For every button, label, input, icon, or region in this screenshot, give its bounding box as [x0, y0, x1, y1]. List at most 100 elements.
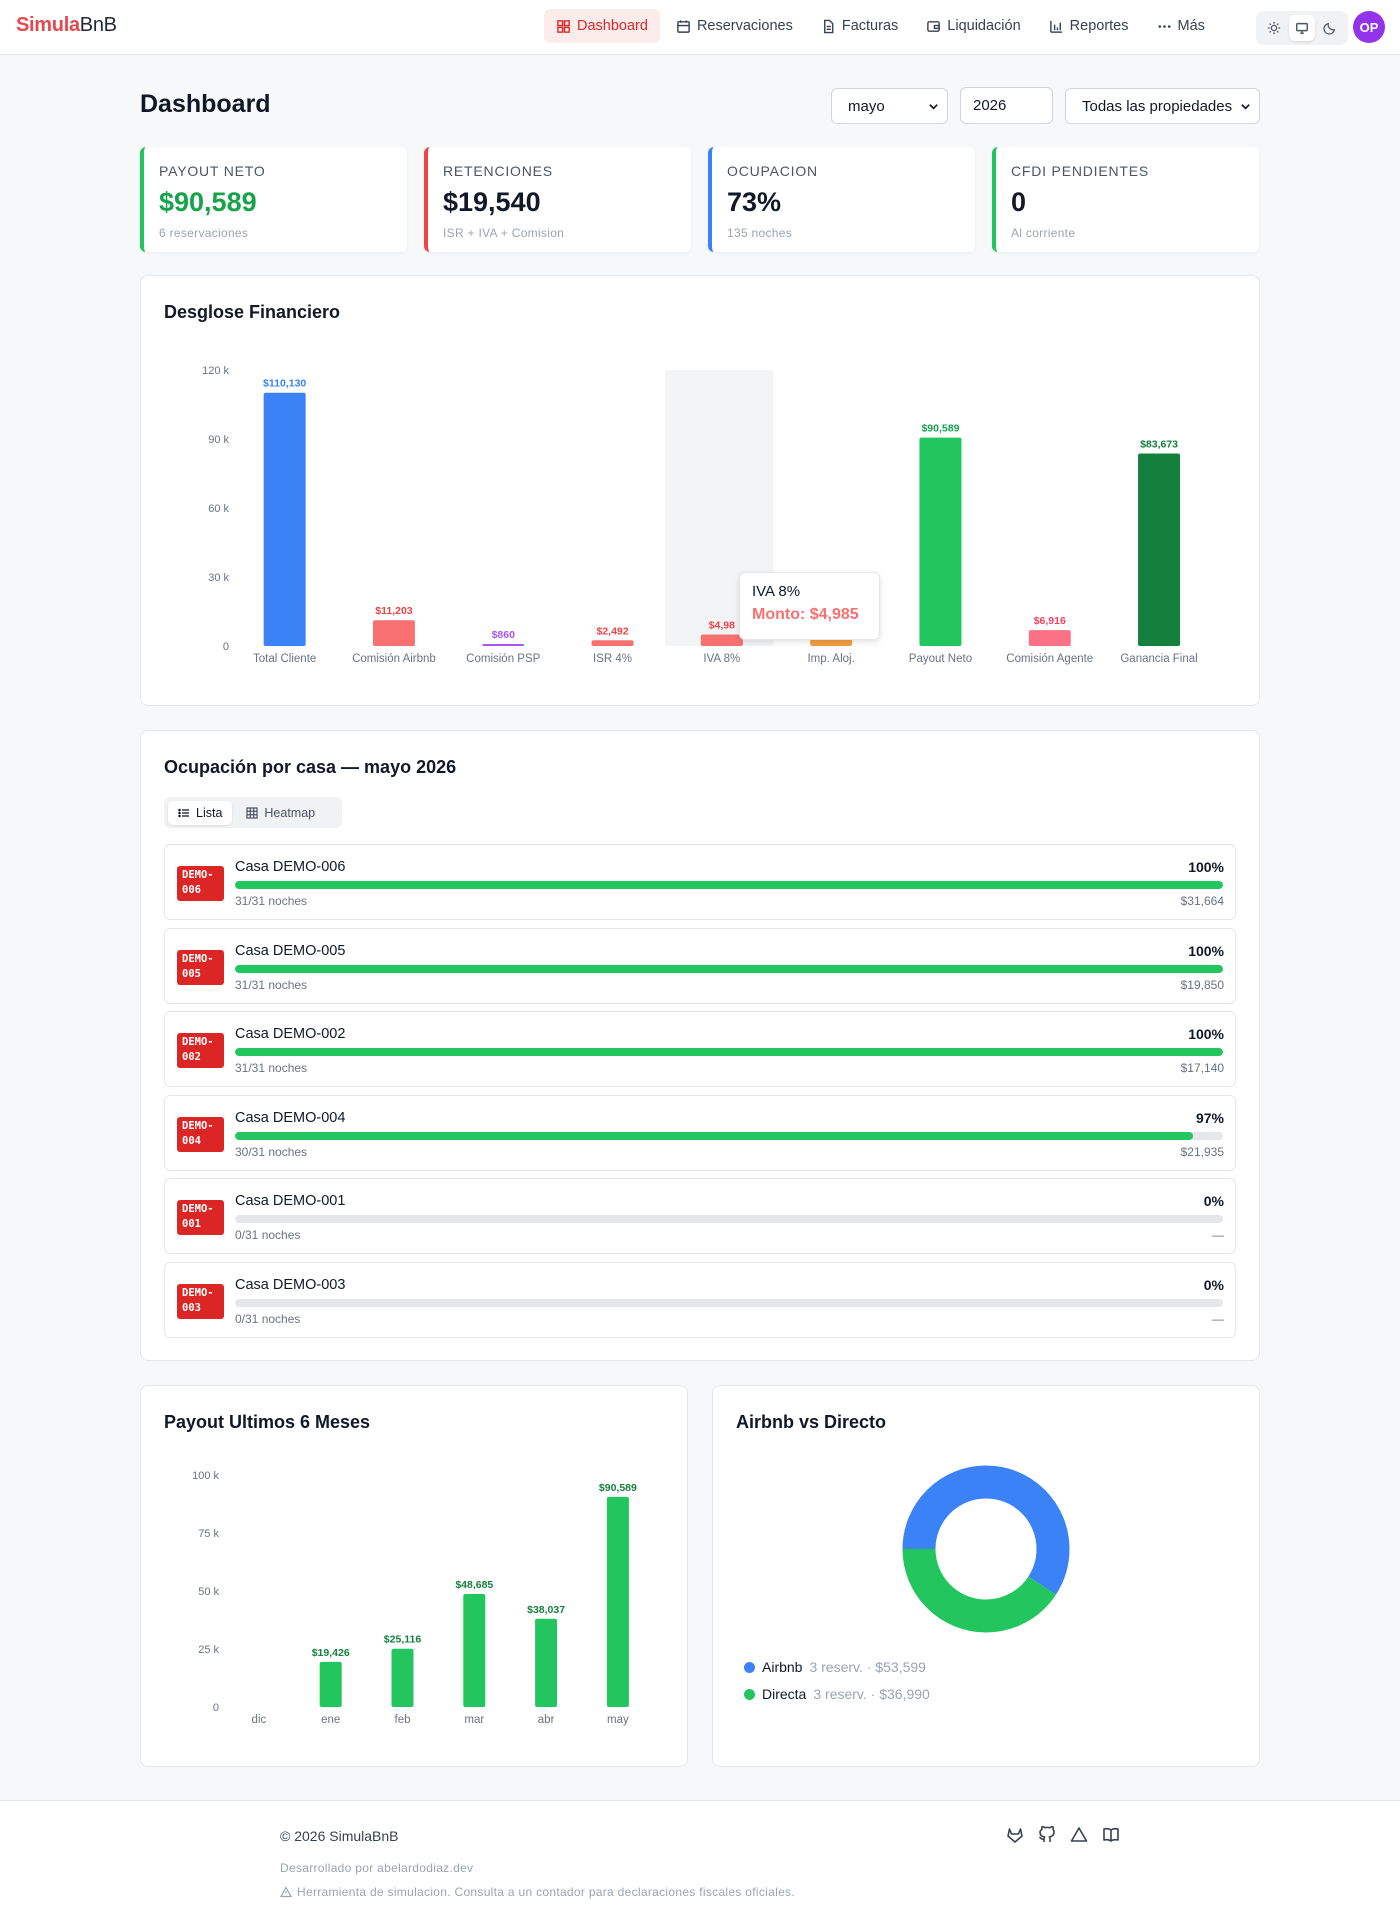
nav-reservaciones[interactable]: Reservaciones	[664, 9, 805, 43]
occupancy-percent: 0%	[1203, 1193, 1224, 1210]
tab-label: Heatmap	[264, 805, 316, 820]
bar	[591, 640, 634, 646]
month-select[interactable]: mayo	[831, 88, 948, 124]
x-tick-label: Comisión Airbnb	[352, 653, 436, 665]
kpi-sub: ISR + IVA + Comision	[443, 226, 565, 240]
nav-liquidacion[interactable]: Liquidación	[914, 9, 1032, 43]
bar	[700, 634, 743, 646]
property-badge: DEMO- 001	[177, 1200, 224, 1236]
occupancy-bar-fill	[235, 964, 1223, 973]
occupancy-amount: $31,664	[1180, 894, 1224, 908]
badge-line: 005	[182, 967, 201, 980]
data-label: $38,037	[527, 1604, 565, 1616]
tooltip-value: Monto: $4,985	[752, 606, 859, 623]
main-nav: Dashboard Reservaciones Facturas Liquida…	[544, 9, 1217, 43]
x-tick-label: Comisión Agente	[1006, 653, 1093, 665]
occupancy-bar	[235, 1131, 1223, 1140]
monitor-icon	[1296, 22, 1308, 34]
chart-tooltip: IVA 8% Monto: $4,985	[739, 572, 880, 640]
legend-airbnb: Airbnb 3 reserv. · $53,599	[744, 1659, 926, 1675]
bar	[391, 1648, 414, 1707]
top-bar: SimulaBnB Dashboard Reservaciones Factur…	[0, 0, 1400, 55]
x-tick-label: ISR 4%	[593, 653, 632, 665]
y-tick-label: 30 k	[208, 572, 229, 584]
light-theme-button[interactable]	[1261, 15, 1287, 41]
occupancy-row[interactable]: DEMO- 002 Casa DEMO-002 100% 31/31 noches…	[164, 1011, 1236, 1088]
footer: © 2026 SimulaBnB Desarrollado por abelar…	[0, 1800, 1400, 1917]
y-tick-label: 60 k	[208, 503, 229, 515]
user-avatar[interactable]: OP	[1353, 11, 1385, 43]
property-name: Casa DEMO-001	[235, 1193, 346, 1210]
view-tabs: Lista Heatmap	[164, 797, 342, 828]
nav-label: Más	[1177, 18, 1205, 34]
occupancy-row[interactable]: DEMO- 003 Casa DEMO-003 0% 0/31 noches —	[164, 1262, 1236, 1338]
badge-line: DEMO-	[182, 1287, 214, 1299]
occupancy-bar-fill	[235, 1131, 1194, 1140]
year-input[interactable]: 2026	[960, 87, 1053, 124]
channels-title: Airbnb vs Directo	[736, 1412, 887, 1432]
badge-line: DEMO-	[182, 869, 214, 881]
occupancy-percent: 100%	[1188, 942, 1224, 959]
warning-icon	[280, 1886, 292, 1898]
system-theme-button[interactable]	[1289, 15, 1315, 41]
x-tick-label: Ganancia Final	[1120, 653, 1197, 665]
github-icon[interactable]	[1037, 1825, 1057, 1845]
bar-chart-icon	[1049, 20, 1062, 33]
brand-logo[interactable]: SimulaBnB	[16, 14, 117, 36]
occupancy-row[interactable]: DEMO- 001 Casa DEMO-001 0% 0/31 noches —	[164, 1178, 1236, 1255]
property-select[interactable]: Todas las propiedades	[1065, 88, 1260, 124]
tab-label: Lista	[196, 805, 223, 820]
property-badge: DEMO- 004	[177, 1116, 224, 1152]
kpi-value: $19,540	[443, 187, 541, 217]
tab-lista[interactable]: Lista	[168, 800, 233, 825]
nav-label: Facturas	[841, 18, 899, 34]
payout-title: Payout Ultimos 6 Meses	[164, 1412, 371, 1432]
channels-donut	[902, 1465, 1070, 1633]
nav-facturas[interactable]: Facturas	[809, 9, 910, 43]
gitlab-icon[interactable]	[1005, 1825, 1025, 1845]
nav-dashboard[interactable]: Dashboard	[544, 9, 660, 43]
wallet-icon	[927, 20, 941, 32]
badge-line: 001	[182, 1218, 201, 1231]
dark-theme-button[interactable]	[1317, 15, 1343, 41]
legend-dot	[744, 1661, 755, 1673]
badge-line: 004	[182, 1134, 201, 1147]
x-tick-label: Comisión PSP	[466, 653, 540, 665]
property-name: Casa DEMO-006	[235, 859, 346, 875]
data-label: $6,916	[1034, 615, 1066, 627]
kpi-label: CFDI PENDIENTES	[1011, 163, 1150, 179]
kpi-value: 73%	[727, 187, 782, 217]
x-tick-label: feb	[395, 1714, 411, 1726]
alert-triangle-icon[interactable]	[1069, 1825, 1089, 1845]
occupancy-bar-fill	[235, 1048, 1223, 1057]
x-tick-label: ene	[321, 1714, 340, 1726]
property-badge: DEMO- 006	[177, 866, 224, 901]
occupancy-row[interactable]: DEMO- 004 Casa DEMO-004 97% 30/31 noches …	[164, 1094, 1236, 1171]
tab-heatmap[interactable]: Heatmap	[236, 801, 325, 825]
data-label: $860	[492, 629, 516, 641]
badge-line: DEMO-	[182, 1203, 214, 1216]
occupancy-nights: 30/31 noches	[235, 1144, 308, 1159]
kpi-sub: Al corriente	[1011, 226, 1076, 240]
occupancy-row[interactable]: DEMO- 006 Casa DEMO-006 100% 31/31 noches…	[164, 844, 1236, 920]
y-tick-label: 0	[223, 641, 229, 653]
book-icon[interactable]	[1101, 1825, 1121, 1845]
x-tick-label: abr	[538, 1714, 555, 1726]
occupancy-percent: 100%	[1188, 1026, 1224, 1043]
footer-credit[interactable]: Desarrollado por abelardodiaz.dev	[280, 1861, 474, 1875]
badge-line: 006	[182, 884, 201, 896]
occupancy-bar	[235, 1299, 1223, 1307]
badge-line: 002	[182, 1051, 201, 1064]
kpi-sub: 135 noches	[727, 226, 793, 240]
occupancy-nights: 31/31 noches	[235, 894, 308, 908]
grid-icon	[246, 806, 259, 819]
x-tick-label: Total Cliente	[253, 653, 316, 665]
occupancy-row[interactable]: DEMO- 005 Casa DEMO-005 100% 31/31 noches…	[164, 927, 1236, 1004]
property-badge: DEMO- 003	[177, 1284, 224, 1319]
document-icon	[823, 19, 834, 33]
data-label: $90,589	[599, 1482, 637, 1494]
bar	[482, 644, 525, 646]
property-name: Casa DEMO-005	[235, 942, 346, 959]
nav-mas[interactable]: Más	[1145, 9, 1217, 43]
nav-reportes[interactable]: Reportes	[1037, 9, 1141, 43]
